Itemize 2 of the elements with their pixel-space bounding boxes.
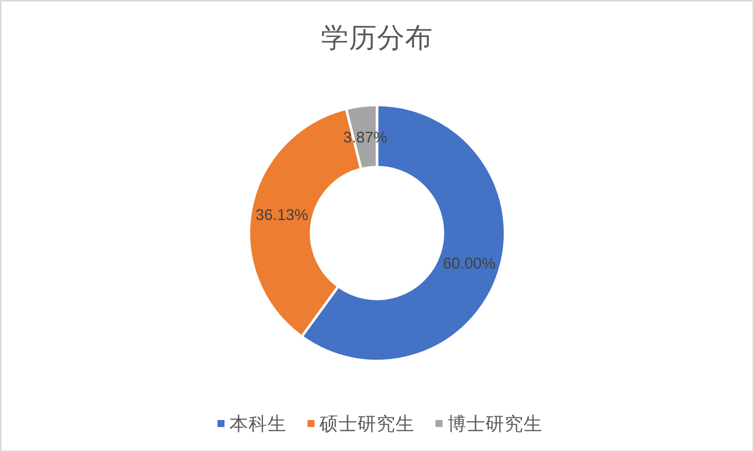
- legend-label: 本科生: [230, 413, 286, 434]
- title: 学历分布: [321, 22, 433, 53]
